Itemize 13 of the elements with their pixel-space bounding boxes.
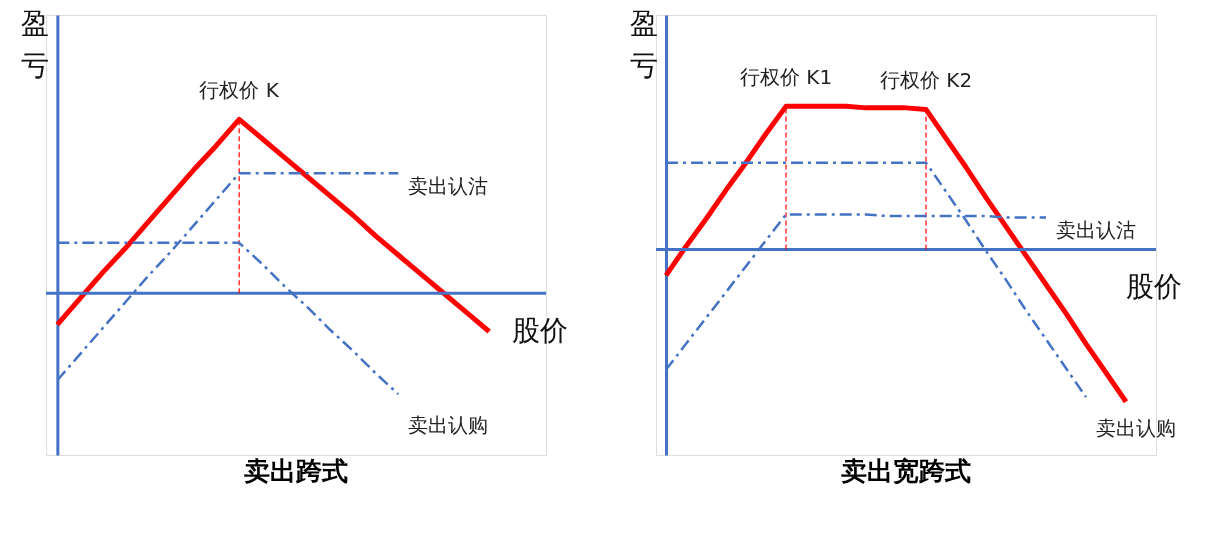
text: 卖出跨式 [244,456,348,486]
y-axis-title: 盈亏 [21,7,50,82]
x-axis-title: 股价 [511,314,568,348]
text: 卖出宽跨式 [841,456,971,486]
annotation: 行权价 K1 [739,65,833,90]
x-axis-title: 股价 [1126,270,1182,304]
annotation: 行权价 K [199,78,280,103]
y-axis-title: 盈亏 [630,7,658,82]
annotation: 行权价 K2 [879,68,973,93]
series-label: 卖出认沽 [408,174,489,199]
series-label: 卖出认购 [408,413,489,438]
series-label: 卖出认沽 [1056,218,1136,243]
series-label: 卖出认购 [1096,416,1176,441]
